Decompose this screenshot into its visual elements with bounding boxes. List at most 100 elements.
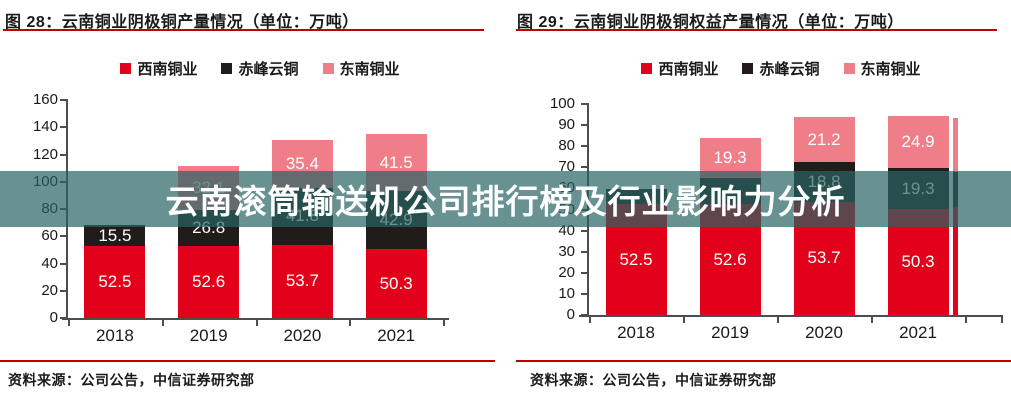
y-tick-mark	[581, 103, 589, 105]
bar-value-label: 52.5	[98, 272, 132, 292]
y-tick-mark	[581, 145, 589, 148]
y-tick-mark	[581, 250, 589, 253]
x-axis-category-label: 2021	[377, 326, 416, 345]
left-source-rule	[0, 360, 495, 362]
x-tick-mark	[871, 317, 873, 323]
left-legend: 西南铜业 赤峰云铜 东南铜业	[70, 58, 450, 79]
x-axis-category-label: 2021	[899, 323, 937, 342]
x-tick-mark	[683, 317, 685, 323]
y-tick-mark	[581, 166, 589, 169]
right-title-rule	[516, 29, 997, 31]
y-axis-tick-label: 80	[558, 137, 575, 155]
left-source-text: 资料来源：公司公告，中信证券研究部	[8, 372, 255, 388]
bar-value-label: 50.3	[901, 251, 935, 271]
bar-value-label: 41.5	[379, 152, 413, 172]
x-tick-mark	[965, 317, 967, 323]
y-tick-mark	[581, 271, 589, 274]
bar-value-label: 52.6	[713, 249, 747, 269]
x-axis-category-label: 2020	[283, 326, 322, 345]
y-tick-mark	[60, 126, 68, 129]
y-tick-mark	[60, 289, 68, 292]
y-tick-mark	[60, 235, 68, 238]
y-axis-tick-label: 90	[558, 116, 575, 134]
bar-segment-red	[84, 246, 146, 318]
y-tick-mark	[60, 153, 68, 156]
legend-item: 西南铜业	[641, 58, 718, 79]
y-axis-tick-label: 20	[41, 281, 58, 299]
y-axis-tick-label: 0	[566, 306, 575, 323]
x-axis-category-label: 2020	[805, 323, 843, 342]
x-tick-mark	[777, 317, 779, 323]
sliver-pink-segment	[953, 118, 958, 172]
y-axis-tick-label: 0	[49, 309, 58, 326]
black-swatch-icon	[221, 63, 233, 74]
y-axis-tick-label: 40	[41, 254, 58, 272]
red-swatch-icon	[641, 63, 653, 74]
legend-label: 东南铜业	[339, 61, 400, 78]
x-axis-category-label: 2018	[95, 326, 134, 345]
y-axis-tick-label: 100	[549, 95, 575, 112]
bar-value-label: 24.9	[901, 131, 935, 151]
bar-segment-red	[271, 244, 333, 318]
y-axis-tick-label: 160	[32, 91, 58, 108]
bar-value-label: 52.5	[619, 249, 653, 269]
pink-swatch-icon	[322, 63, 334, 74]
overlay-banner: 云南滚筒输送机公司排行榜及行业影响力分析	[0, 171, 1011, 227]
y-axis-tick-label: 140	[32, 118, 58, 136]
bar-value-label: 52.6	[192, 272, 226, 292]
legend-label: 西南铜业	[658, 61, 719, 78]
legend-label: 赤峰云铜	[238, 61, 299, 78]
right-legend: 西南铜业 赤峰云铜 东南铜业	[591, 58, 971, 79]
bar-value-label: 21.2	[807, 129, 841, 149]
x-tick-mark	[161, 320, 164, 326]
bar-segment-black	[84, 225, 146, 247]
x-tick-mark	[255, 320, 258, 326]
overlay-banner-text: 云南滚筒输送机公司排行榜及行业影响力分析	[165, 183, 846, 220]
bar-value-label: 53.7	[285, 271, 319, 291]
y-tick-mark	[60, 262, 68, 265]
y-tick-mark	[60, 99, 68, 101]
bar-value-label: 50.3	[379, 273, 413, 293]
left-chart-title: 图 28：云南铜业阴极铜产量情况（单位：万吨）	[5, 14, 359, 31]
bar-value-label: 35.4	[285, 153, 319, 173]
y-axis-tick-label: 10	[558, 284, 575, 302]
legend-label: 西南铜业	[137, 61, 198, 78]
x-tick-mark	[349, 320, 352, 326]
x-tick-mark	[1001, 317, 1003, 323]
x-axis-category-label: 2019	[711, 323, 749, 342]
legend-item: 赤峰云铜	[221, 58, 299, 79]
legend-label: 东南铜业	[860, 61, 921, 78]
y-axis-tick-label: 120	[32, 145, 58, 163]
x-axis-category-label: 2018	[617, 323, 655, 342]
bar-segment-pink	[793, 117, 855, 162]
legend-item: 东南铜业	[322, 58, 400, 79]
legend-item: 西南铜业	[120, 58, 197, 79]
right-source-rule	[516, 360, 1011, 362]
y-tick-mark	[581, 124, 589, 127]
x-tick-mark	[443, 320, 445, 326]
red-swatch-icon	[120, 63, 132, 74]
bar-segment-red	[365, 249, 427, 318]
y-tick-mark	[581, 229, 589, 232]
pink-swatch-icon	[843, 63, 855, 74]
black-swatch-icon	[742, 63, 754, 74]
x-axis-line	[579, 315, 1003, 317]
right-source-text: 资料来源：公司公告，中信证券研究部	[530, 372, 777, 388]
x-tick-mark	[68, 320, 70, 326]
right-chart-title: 图 29：云南铜业阴极铜权益产量情况（单位：万吨）	[517, 14, 904, 31]
bar-segment-pink	[887, 115, 949, 169]
y-tick-mark	[581, 292, 589, 295]
bar-value-label: 19.3	[713, 148, 747, 168]
legend-label: 赤峰云铜	[759, 61, 820, 78]
bar-value-label: 15.5	[98, 225, 132, 245]
x-tick-mark	[589, 317, 591, 323]
legend-item: 东南铜业	[843, 58, 921, 79]
y-axis-tick-label: 60	[41, 227, 58, 245]
bar-segment-red	[178, 246, 240, 318]
x-axis-category-label: 2019	[189, 326, 228, 345]
sliver-red-segment	[953, 207, 958, 315]
x-axis-line	[62, 318, 449, 320]
legend-item: 赤峰云铜	[742, 58, 820, 79]
bar-value-label: 53.7	[807, 248, 841, 268]
